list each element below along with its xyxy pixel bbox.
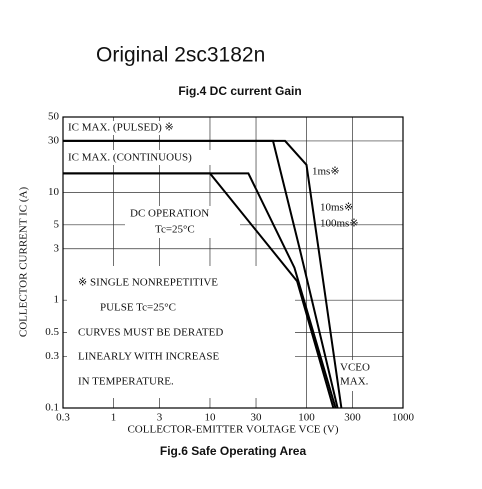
y-tick-label: 0.1 — [45, 402, 59, 414]
curve-label: DC OPERATION — [130, 208, 209, 220]
curve — [63, 139, 339, 409]
y-tick-label: 5 — [54, 218, 60, 230]
label-box — [67, 121, 207, 135]
x-tick-label: 300 — [344, 412, 361, 424]
curve-label: 10ms※ — [320, 202, 353, 214]
label-box — [67, 150, 235, 165]
note-box — [67, 266, 295, 398]
page-header: Original 2sc3182n — [96, 44, 265, 67]
annotation: IC MAX. (CONTINUOUS) — [68, 152, 192, 164]
x-tick-label: 1 — [111, 412, 117, 424]
x-tick-label: 30 — [251, 412, 263, 424]
curve-label: 100ms※ — [320, 218, 359, 230]
chart-title: Fig.6 Safe Operating Area — [160, 444, 307, 458]
annotation: LINEARLY WITH INCREASE — [78, 351, 220, 363]
y-axis-label: COLLECTOR CURRENT IC (A) — [18, 187, 30, 338]
y-tick-label: 1 — [54, 294, 60, 306]
annotation: MAX. — [340, 376, 369, 388]
label-box — [125, 206, 240, 238]
x-tick-label: 100 — [298, 412, 315, 424]
plot-frame — [62, 116, 404, 409]
x-axis-label: COLLECTOR-EMITTER VOLTAGE VCE (V) — [127, 424, 338, 436]
y-tick-label: 3 — [54, 242, 60, 254]
curve — [63, 172, 335, 409]
annotation: CURVES MUST BE DERATED — [78, 327, 223, 339]
y-tick-label: 50 — [48, 111, 60, 123]
annotation: Tc=25°C — [155, 224, 195, 236]
x-tick-label: 0.3 — [56, 412, 70, 424]
chart-subtitle: Fig.4 DC current Gain — [178, 84, 301, 98]
y-tick-label: 10 — [48, 186, 60, 198]
y-tick-label: 0.3 — [45, 350, 59, 362]
annotation: IC MAX. (PULSED) ※ — [68, 122, 174, 134]
x-tick-label: 10 — [204, 412, 216, 424]
annotation: VCEO — [340, 362, 370, 374]
y-tick-label: 30 — [48, 134, 60, 146]
curve-label: 1ms※ — [312, 166, 340, 178]
label-box — [336, 360, 376, 391]
y-tick-label: 0.5 — [45, 326, 59, 338]
x-tick-label: 1000 — [392, 412, 415, 424]
annotation: PULSE Tc=25°C — [100, 302, 176, 314]
x-tick-label: 3 — [157, 412, 163, 424]
annotation: IN TEMPERATURE. — [78, 376, 174, 388]
annotation: ※ SINGLE NONREPETITIVE — [78, 277, 218, 289]
